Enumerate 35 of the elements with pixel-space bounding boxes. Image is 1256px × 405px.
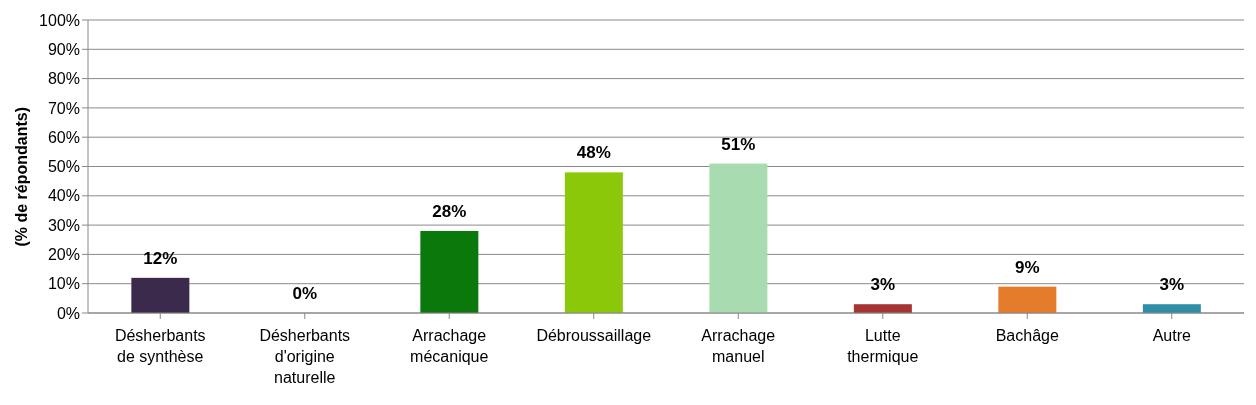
y-tick-label: 60% xyxy=(47,128,80,146)
y-axis-title: (% de répondants) xyxy=(12,106,30,247)
data-label: 12% xyxy=(143,248,178,268)
y-tick-label: 40% xyxy=(47,187,80,205)
data-label: 3% xyxy=(870,275,896,295)
y-tick-label: 10% xyxy=(47,275,80,293)
y-tick-label: 30% xyxy=(47,216,80,234)
y-tick-label: 20% xyxy=(47,246,80,264)
x-tick-label: Lutte thermique xyxy=(847,327,919,365)
x-tick-label: Débroussaillage xyxy=(536,327,652,344)
x-tick-label: Bachâge xyxy=(995,327,1059,344)
x-tick-label: Arrachage manuel xyxy=(701,327,776,365)
bar xyxy=(131,277,190,313)
x-tick-label: Arrachage mécanique xyxy=(410,327,489,365)
y-tick-label: 90% xyxy=(47,40,80,58)
y-tick-label: 80% xyxy=(47,70,80,88)
x-tick-label: Autre xyxy=(1152,327,1191,344)
bar xyxy=(564,172,623,313)
bar xyxy=(998,286,1057,313)
y-tick-label: 50% xyxy=(47,158,80,176)
y-tick-label: 70% xyxy=(47,99,80,117)
data-label: 48% xyxy=(576,143,611,163)
data-label: 3% xyxy=(1159,275,1185,295)
bar xyxy=(853,304,912,313)
data-label: 28% xyxy=(432,201,467,221)
x-tick-label: Désherbants de synthèse xyxy=(114,327,206,365)
y-tick-label: 100% xyxy=(39,11,80,29)
y-tick-label: 0% xyxy=(56,304,80,322)
data-label: 0% xyxy=(292,284,318,303)
data-label: 9% xyxy=(1015,257,1040,277)
bar xyxy=(1142,304,1201,313)
bar xyxy=(420,230,479,313)
bar xyxy=(709,163,768,313)
data-label: 51% xyxy=(721,134,756,154)
x-tick-label: Désherbants d'origine naturelle xyxy=(259,327,351,386)
